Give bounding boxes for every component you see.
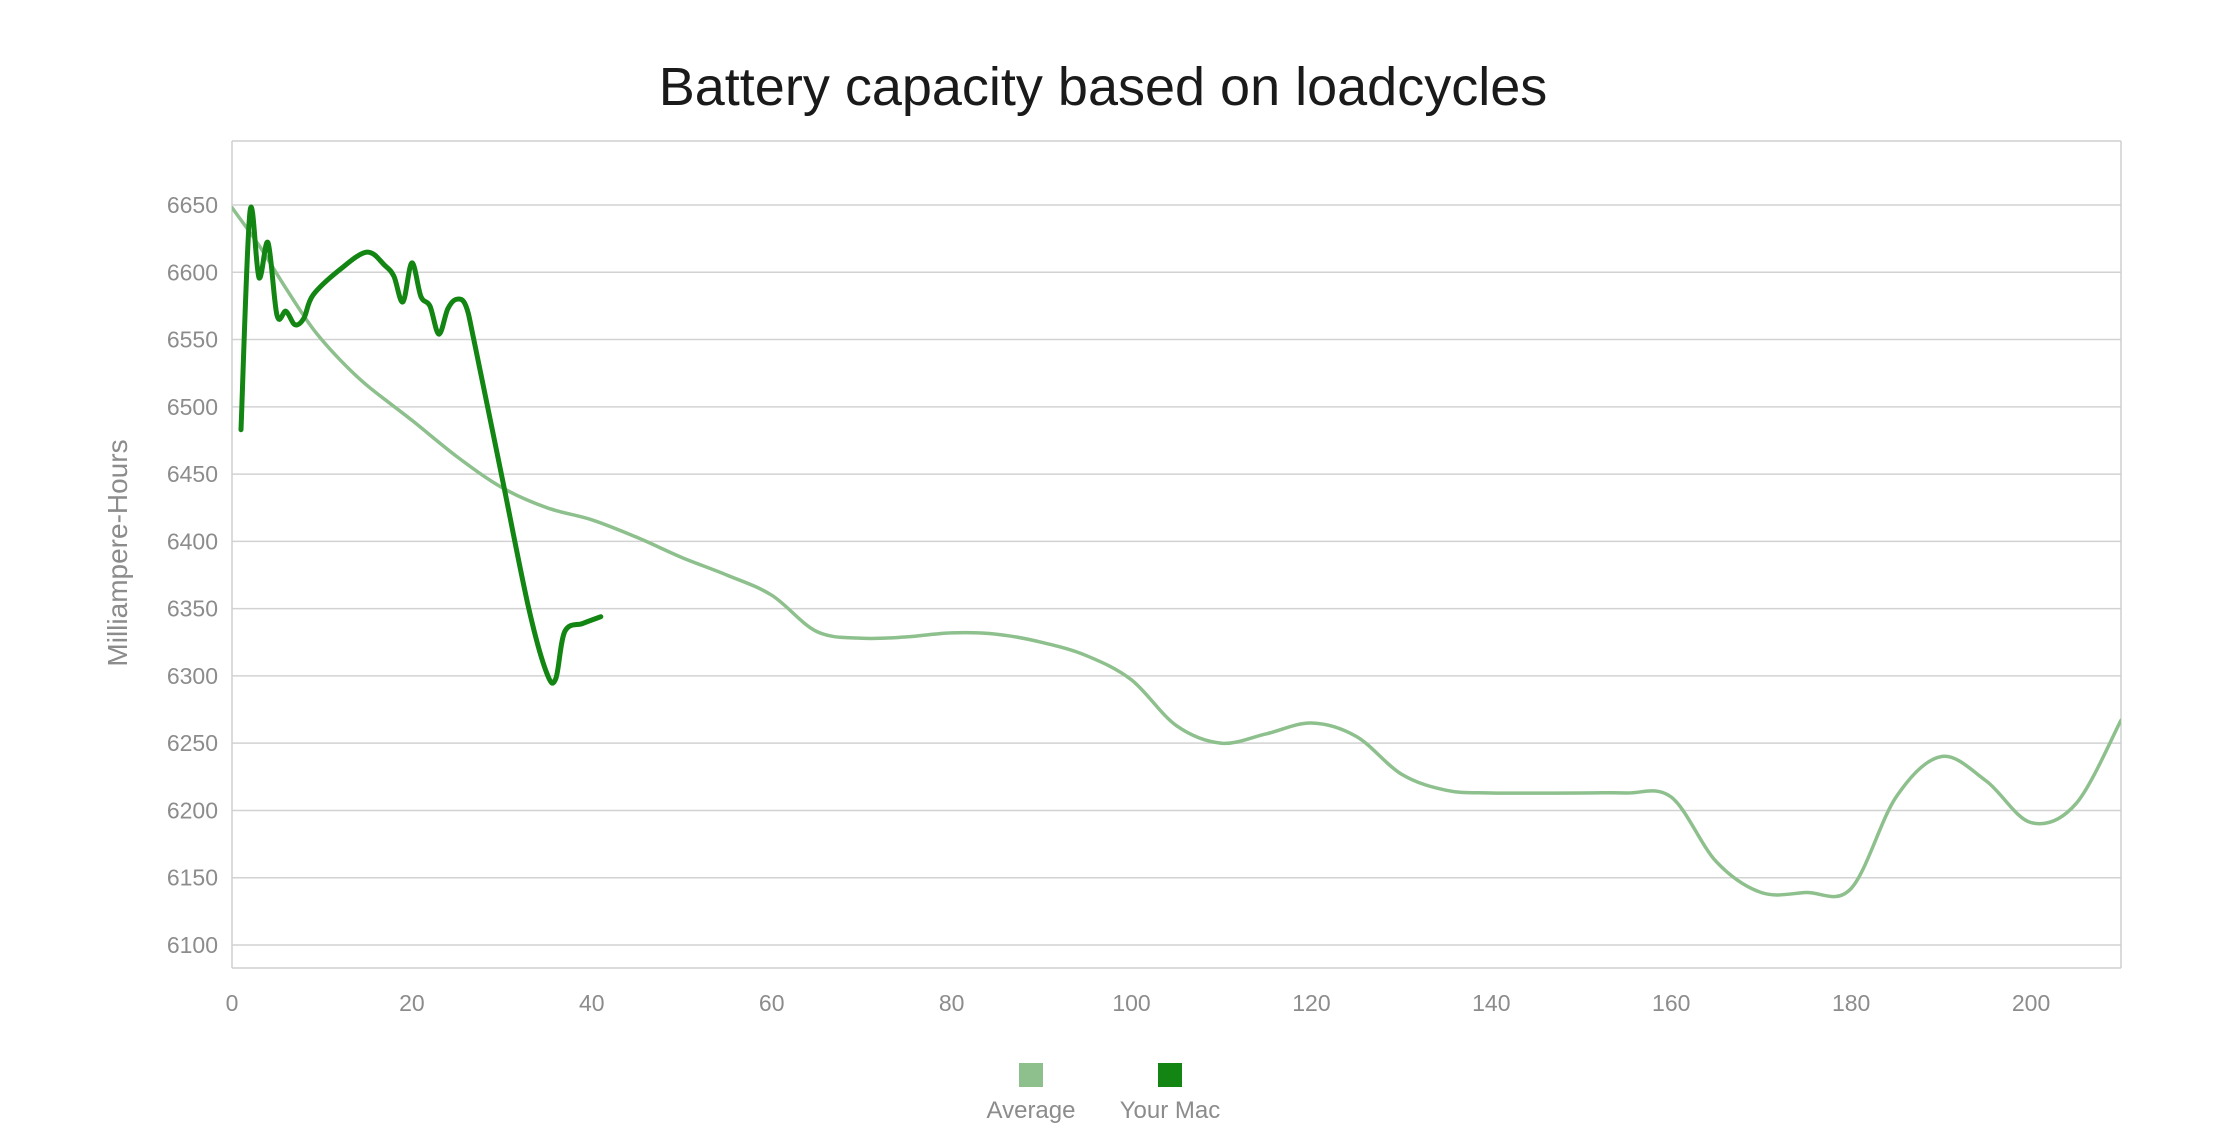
x-tick-label: 0 [226, 990, 239, 1016]
y-tick-label: 6600 [167, 259, 218, 285]
y-tick-label: 6450 [167, 461, 218, 487]
legend-label: Your Mac [1120, 1097, 1221, 1124]
x-tick-label: 40 [579, 990, 605, 1016]
legend-swatch [1158, 1063, 1182, 1087]
x-axis-tick-labels: 0 20 40 60 80 100 120 140 160 180 200 [226, 990, 2051, 1016]
gridlines [232, 204, 2121, 946]
y-tick-label: 6250 [167, 730, 218, 756]
y-tick-label: 6300 [167, 663, 218, 689]
x-tick-label: 20 [399, 990, 425, 1016]
y-tick-label: 6500 [167, 394, 218, 420]
x-tick-label: 60 [759, 990, 785, 1016]
legend: Average Your Mac [987, 1063, 1221, 1124]
y-tick-label: 6350 [167, 596, 218, 622]
x-tick-label: 180 [1832, 990, 1870, 1016]
legend-swatch [1019, 1063, 1043, 1087]
y-tick-label: 6550 [167, 327, 218, 353]
y-tick-label: 6150 [167, 865, 218, 891]
series-lines [232, 204, 2121, 899]
x-tick-label: 120 [1292, 990, 1330, 1016]
x-tick-label: 160 [1652, 990, 1690, 1016]
y-tick-label: 6100 [167, 932, 218, 958]
y-tick-label: 6650 [167, 192, 218, 218]
y-axis-tick-labels: 6100 6150 6200 6250 6300 6350 6400 6450 6500 6550… [167, 192, 218, 958]
x-tick-label: 140 [1472, 990, 1510, 1016]
x-tick-label: 200 [2012, 990, 2050, 1016]
x-tick-label: 80 [939, 990, 965, 1016]
y-tick-label: 6400 [167, 528, 218, 554]
series-line-your-mac [238, 204, 604, 686]
y-tick-label: 6200 [167, 797, 218, 823]
series-line-average [232, 205, 2121, 899]
plot-frame [231, 140, 2122, 969]
y-axis-title: Milliampere-Hours [102, 439, 133, 666]
x-tick-label: 100 [1112, 990, 1150, 1016]
chart-title: Battery capacity based on loadcycles [659, 57, 1548, 117]
legend-label: Average [987, 1097, 1076, 1124]
